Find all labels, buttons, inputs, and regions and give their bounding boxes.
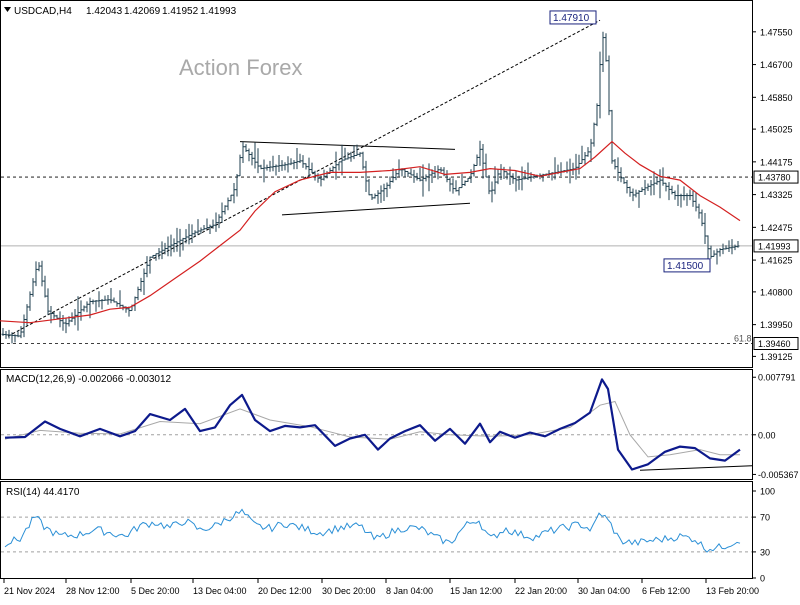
rsi-tick-label: 30 (760, 547, 770, 557)
macd-title: MACD(12,26,9) -0.002066 -0.003012 (6, 374, 172, 385)
current-price-label: 1.41993 (758, 241, 791, 251)
rsi-tick-label: 100 (760, 487, 775, 497)
ohlc-open: 1.42043 (86, 6, 123, 17)
triangle-boundary-line (239, 141, 456, 150)
moving-average-line (0, 140, 741, 324)
macd-tick-label: -0.005367 (758, 470, 799, 480)
y-tick-label: 1.40800 (760, 287, 793, 297)
ohlc-close: 1.41993 (200, 6, 237, 17)
macd-tick-label: 0.007791 (758, 373, 796, 383)
y-tick-label: 1.45850 (760, 93, 793, 103)
y-tick-label: 1.43325 (760, 190, 793, 200)
y-tick-label: 1.42475 (760, 223, 793, 233)
macd-divergence-line (639, 465, 753, 471)
y-tick-label: 1.44175 (760, 157, 793, 167)
level-price-box (753, 336, 799, 350)
current-price-box (753, 239, 799, 253)
rsi-panel (0, 481, 753, 579)
watermark: Action Forex (179, 55, 303, 80)
main-price-panel (0, 0, 753, 368)
y-tick-label: 1.47550 (760, 27, 793, 37)
x-tick-label: 21 Nov 2024 (4, 586, 55, 596)
y-tick-label: 1.45025 (760, 125, 793, 135)
high-annotation-label: 1.47910 (553, 13, 590, 24)
low-annotation-label: 1.41500 (667, 261, 704, 272)
rsi-line (4, 508, 741, 553)
ohlc-low: 1.41952 (162, 6, 199, 17)
y-tick-label: 1.41625 (760, 256, 793, 266)
x-tick-label: 13 Dec 04:00 (193, 586, 247, 596)
x-tick-label: 30 Jan 04:00 (578, 586, 630, 596)
macd-line (4, 378, 741, 471)
x-tick-label: 8 Jan 04:00 (386, 586, 433, 596)
y-tick-label: 1.39125 (760, 352, 793, 362)
macd-panel (0, 369, 753, 480)
x-tick-label: 20 Dec 12:00 (258, 586, 312, 596)
triangle-boundary-line (281, 202, 471, 216)
level-price-label: 1.43780 (758, 173, 791, 183)
low-annotation-box (663, 258, 711, 273)
ohlc-high: 1.42069 (124, 6, 161, 17)
symbol-timeframe: USDCAD,H4 (14, 6, 72, 17)
x-tick-label: 13 Feb 20:00 (706, 586, 759, 596)
high-annotation-box (549, 10, 597, 25)
rsi-title: RSI(14) 44.4170 (6, 487, 80, 498)
x-tick-label: 28 Nov 12:00 (66, 586, 120, 596)
rising-trendline (7, 19, 601, 337)
macd-signal-line (4, 400, 740, 458)
level-price-box (753, 170, 799, 184)
x-tick-label: 22 Jan 20:00 (515, 586, 567, 596)
x-tick-label: 6 Feb 12:00 (642, 586, 690, 596)
level-price-label: 1.39460 (758, 339, 791, 349)
rsi-tick-label: 0 (760, 574, 765, 584)
y-tick-label: 1.46700 (760, 60, 793, 70)
collapse-triangle-icon[interactable] (4, 7, 11, 12)
y-tick-label: 1.39950 (760, 320, 793, 330)
macd-tick-label: 0.00 (758, 430, 776, 440)
x-tick-label: 30 Dec 20:00 (322, 586, 376, 596)
x-tick-label: 15 Jan 12:00 (450, 586, 502, 596)
x-tick-label: 5 Dec 20:00 (131, 586, 180, 596)
fib-level-label: 61.8 (734, 333, 752, 343)
rsi-tick-label: 70 (760, 513, 770, 523)
